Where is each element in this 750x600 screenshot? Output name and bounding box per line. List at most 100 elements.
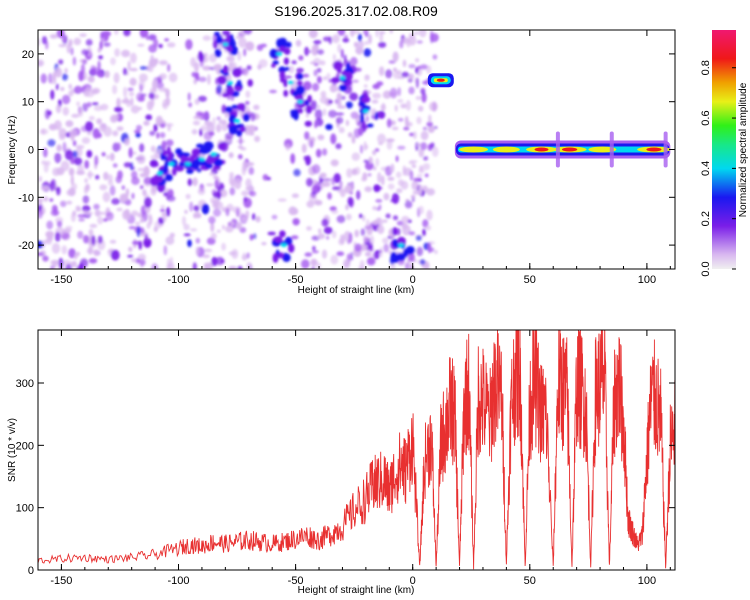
spectrogram-noise-cell xyxy=(192,262,197,269)
spectrogram-noise-cell xyxy=(408,86,415,95)
spectrogram-noise-cell xyxy=(113,72,120,84)
spectrogram-noise-cell xyxy=(107,180,114,186)
spectrogram-noise-cell xyxy=(403,126,410,131)
spectrogram-noise-cell xyxy=(322,76,328,81)
spectrogram-noise-cell xyxy=(298,55,304,61)
spectrogram-noise-cell xyxy=(279,70,286,80)
spectrogram-noise-cell xyxy=(40,186,50,191)
spectrogram-noise-cell xyxy=(124,138,130,146)
spectrogram-noise-cell xyxy=(388,60,396,64)
spectrogram-noise-cell xyxy=(137,43,145,47)
spectrogram-noise-cell xyxy=(424,173,429,178)
spectrogram-noise-cell xyxy=(385,165,393,177)
spectrogram-noise-cell xyxy=(331,176,336,186)
spectrogram-noise-cell xyxy=(321,249,328,259)
spectrogram-noise-cell xyxy=(50,265,55,269)
spectrogram-noise-cell xyxy=(246,65,252,71)
spectrogram-noise-cell xyxy=(191,159,200,170)
spectrogram-noise-cell xyxy=(327,192,332,200)
spectrogram-noise-cell xyxy=(153,58,159,65)
spectrogram-noise-cell xyxy=(283,89,289,97)
spectrogram-noise-cell xyxy=(46,220,54,230)
spectrogram-noise-cell xyxy=(84,160,90,169)
spectrogram-noise-cell xyxy=(128,147,133,159)
spectrogram-noise-cell xyxy=(229,187,236,196)
spectrogram-noise-cell xyxy=(407,73,415,80)
spectrogram-noise-cell xyxy=(212,191,222,198)
spectrogram-noise-cell xyxy=(68,90,74,97)
spectrogram-noise-cell xyxy=(272,253,279,263)
spectrogram-y-label: Frequency (Hz) xyxy=(7,116,18,185)
spectrogram-noise-cell xyxy=(392,51,399,62)
spectrogram-noise-cell xyxy=(60,86,65,92)
spectrogram-noise-cell xyxy=(61,245,68,255)
spectrogram-noise-cell xyxy=(210,232,217,240)
spectrogram-noise-cell xyxy=(71,113,80,118)
spectrogram-noise-cell xyxy=(227,80,234,85)
spectrogram-noise-cell xyxy=(235,207,240,217)
figure-title: S196.2025.317.02.08.R09 xyxy=(274,3,438,19)
spectrogram-noise-cell xyxy=(371,99,379,104)
spectrogram-noise-cell xyxy=(426,121,433,127)
spectrogram-noise-cell xyxy=(146,100,154,111)
spectrogram-noise-cell xyxy=(48,73,53,84)
spectrogram-noise-cell xyxy=(189,201,194,212)
spectrogram-noise-cell xyxy=(192,153,198,159)
spectrogram-noise-cell xyxy=(368,34,372,45)
spectrogram-noise-cell xyxy=(214,179,219,189)
spectrogram-noise-cell xyxy=(344,71,353,81)
spectrogram-noise-cell xyxy=(50,89,55,100)
spectrogram-noise-cell xyxy=(68,38,73,47)
spectrogram-noise-cell xyxy=(408,34,417,46)
spectrogram-noise-cell xyxy=(222,42,229,47)
spectrogram-noise-cell xyxy=(49,198,54,202)
spectrogram-noise-cell xyxy=(404,116,409,126)
spectrogram-noise-cell xyxy=(65,225,73,230)
spectrogram-noise-cell xyxy=(139,185,144,190)
spectrogram-noise-cell xyxy=(379,32,384,43)
spectrogram-noise-cell xyxy=(103,218,108,222)
spectrogram-line-0hz-peak xyxy=(459,146,489,153)
spectrogram-noise-cell xyxy=(428,114,432,124)
spectrogram-noise-cell xyxy=(78,218,85,222)
spectrogram-noise-cell xyxy=(359,243,368,252)
spectrogram-noise-cell xyxy=(100,103,109,111)
spectrogram-noise-cell xyxy=(112,130,119,137)
spectrogram-noise-cell xyxy=(359,112,364,123)
spectrogram-noise-cell xyxy=(408,63,416,69)
spectrogram-noise-cell xyxy=(382,237,389,244)
spectrogram-noise-cell xyxy=(400,103,407,109)
spectrogram-noise-cell xyxy=(205,156,215,164)
spectrogram-noise-cell xyxy=(99,40,103,50)
spectrogram-ytick-label: 20 xyxy=(22,49,34,61)
spectrogram-noise-cell xyxy=(210,222,215,233)
spectrogram-noise-cell xyxy=(383,192,390,201)
spectrogram-noise-cell xyxy=(366,257,376,266)
spectrogram-noise-cell xyxy=(62,34,68,45)
spectrogram-noise-cell xyxy=(165,123,174,127)
spectrogram-noise-cell xyxy=(245,178,252,188)
spectrogram-noise-cell xyxy=(408,231,416,236)
spectrogram-noise-cell xyxy=(198,76,207,83)
spectrogram-noise-cell xyxy=(122,209,131,220)
spectrogram-noise-cell xyxy=(353,30,361,35)
spectrogram-noise-cell xyxy=(426,209,433,221)
spectrogram-noise-cell xyxy=(138,240,143,250)
spectrogram-noise-cell xyxy=(121,99,131,104)
spectrogram-noise-cell xyxy=(65,263,73,269)
spectrogram-noise-cell xyxy=(212,117,216,126)
spectrogram-noise-cell xyxy=(319,178,324,184)
spectrogram-noise-cell xyxy=(351,135,356,144)
spectrogram-noise-cell xyxy=(99,184,108,191)
spectrogram-noise-cell xyxy=(434,249,438,255)
spectrogram-signals xyxy=(427,73,671,168)
spectrogram-noise-cell xyxy=(244,69,248,77)
spectrogram-noise-cell xyxy=(358,127,364,136)
spectrogram-noise-cell xyxy=(415,96,422,100)
spectrogram-noise-cell xyxy=(301,143,307,153)
snr-ytick-label: 100 xyxy=(16,503,34,515)
spectrogram-noise-cell xyxy=(243,196,248,203)
spectrogram-line-0hz-peak xyxy=(588,146,617,153)
spectrogram-noise-cell xyxy=(372,206,377,211)
